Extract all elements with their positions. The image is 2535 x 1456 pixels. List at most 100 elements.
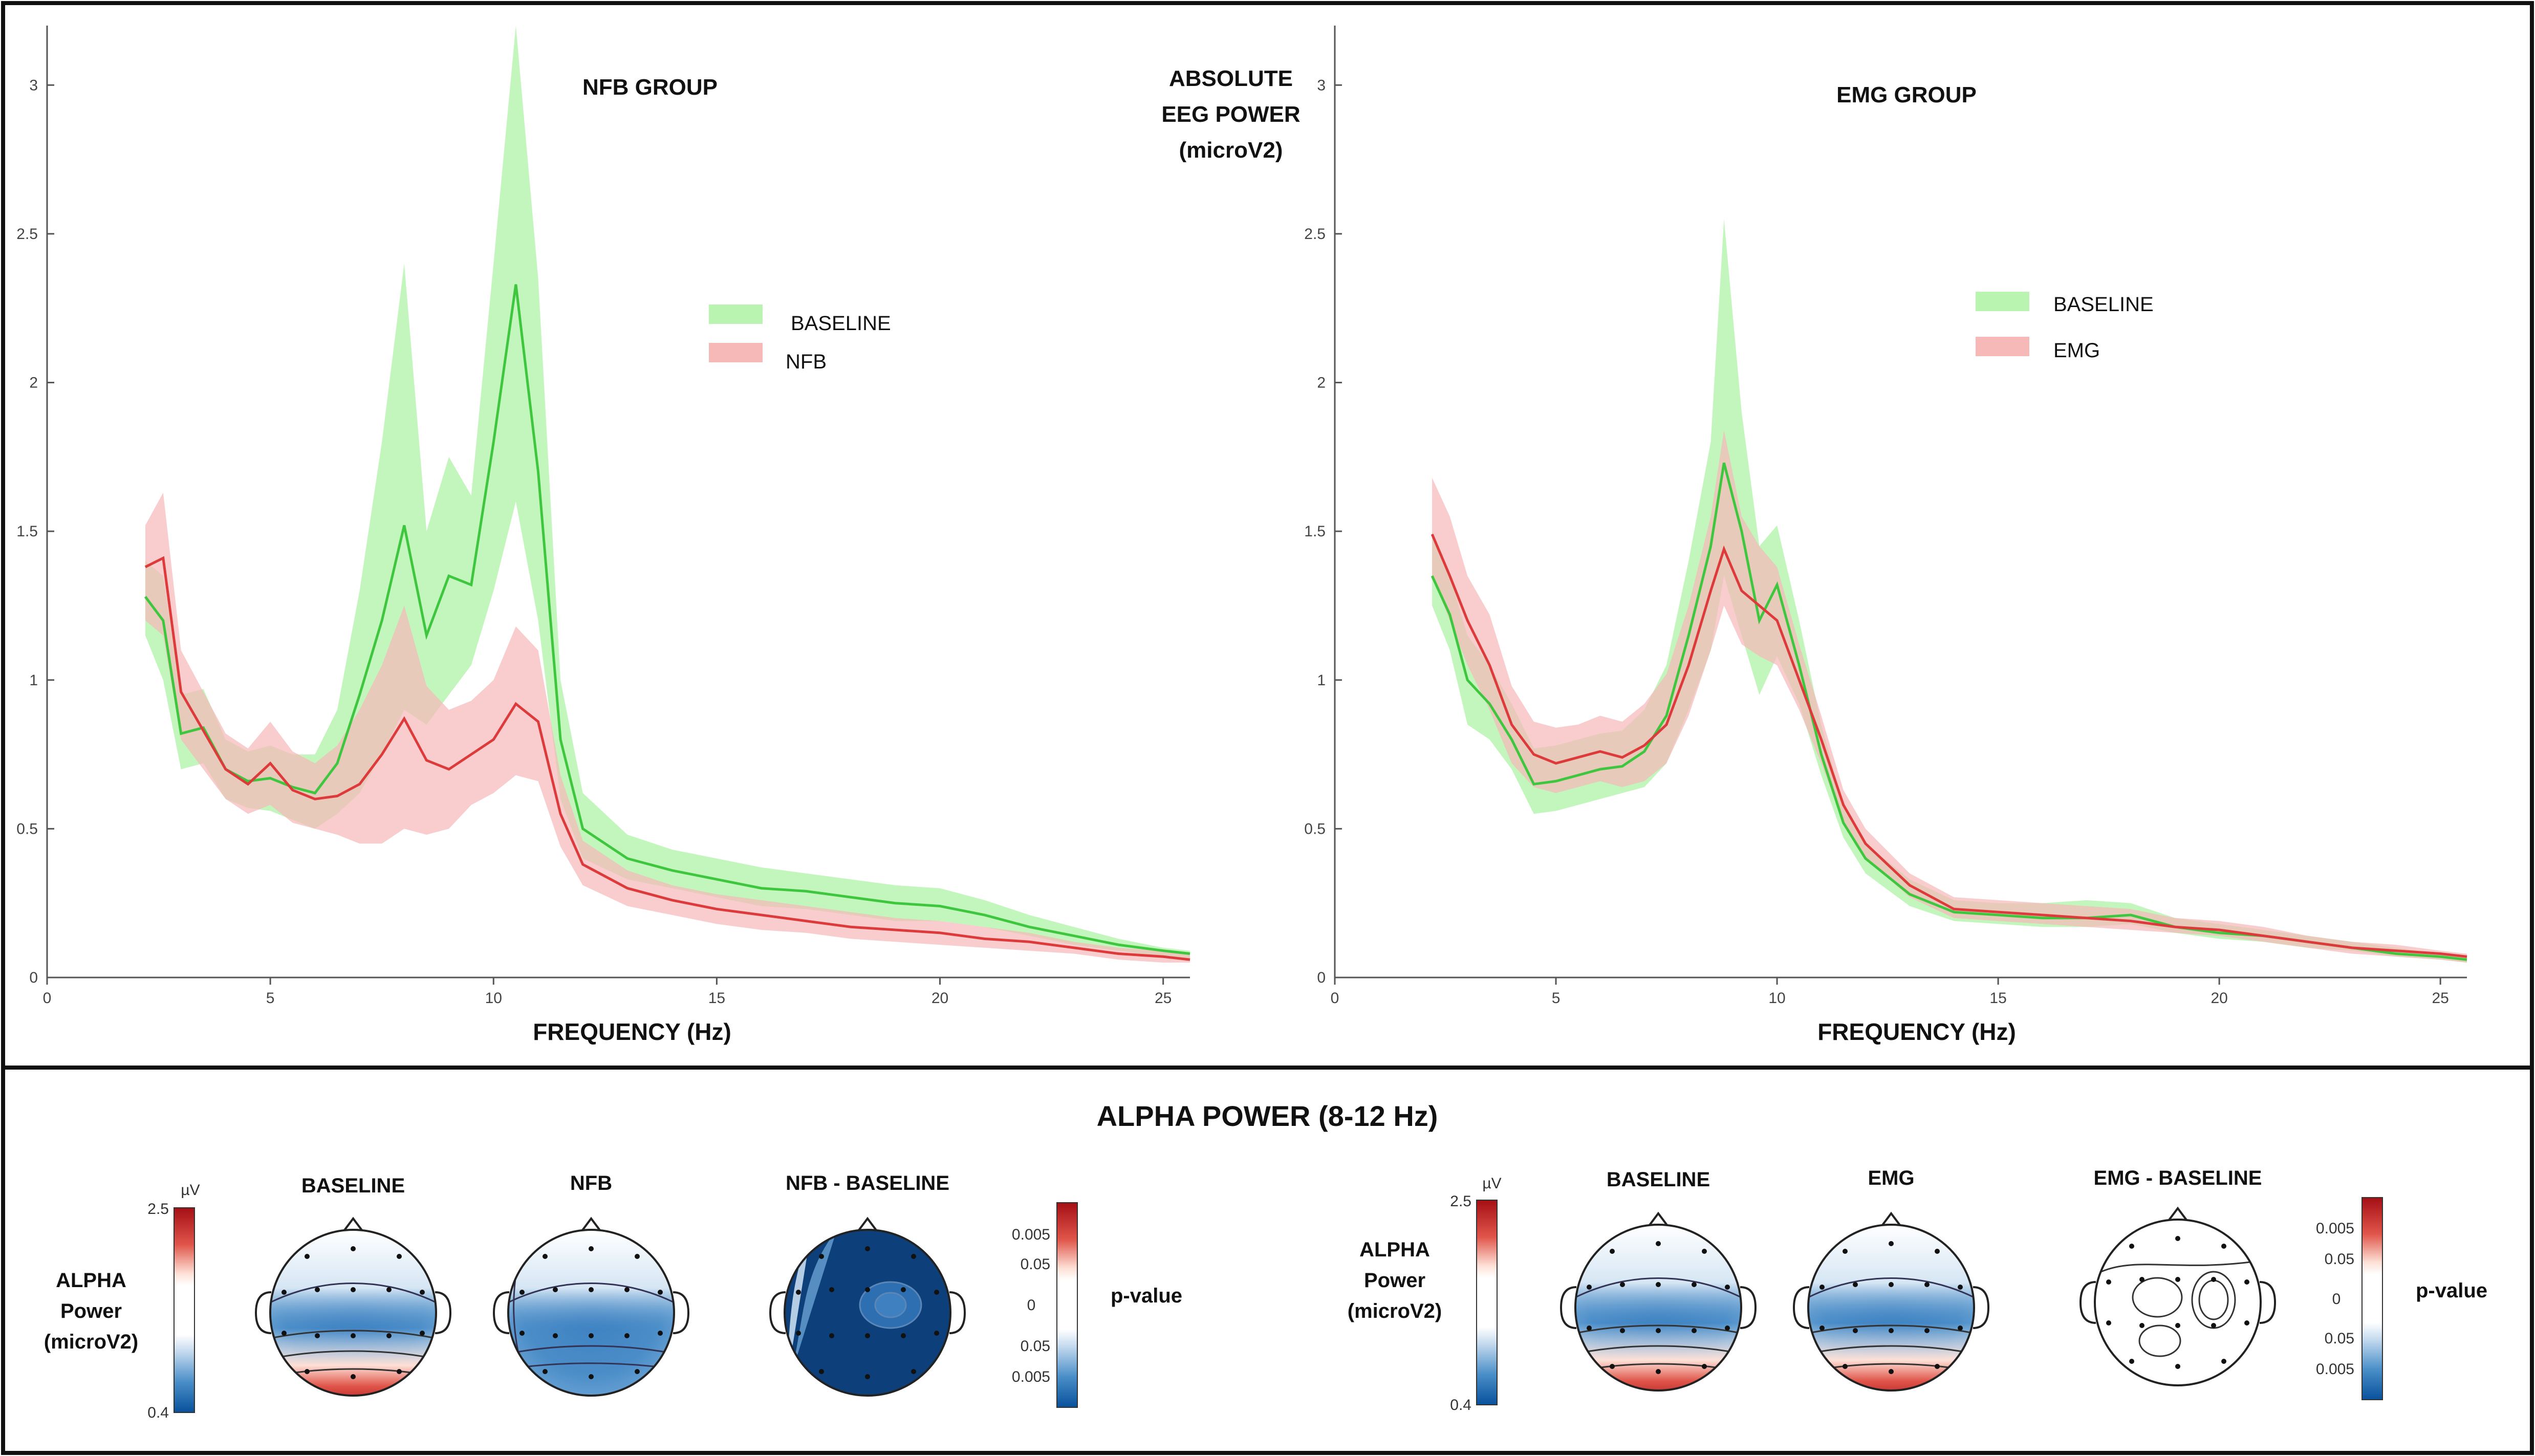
electrode-dot — [1889, 1282, 1894, 1287]
electrode-dot — [589, 1374, 594, 1379]
contour — [1575, 1277, 1741, 1298]
electrode-dot — [2175, 1277, 2180, 1282]
electrode-dot — [351, 1287, 356, 1292]
electrode-dot — [796, 1331, 801, 1336]
contour — [1808, 1345, 1974, 1355]
legend-swatch-emg — [1976, 337, 2029, 356]
head-outline — [507, 1229, 675, 1397]
electrode-dot — [543, 1369, 548, 1374]
electrode-dot — [1853, 1328, 1858, 1333]
electrode-dot — [386, 1333, 392, 1338]
x-tick-label: 10 — [1768, 990, 1785, 1007]
contour-region — [785, 1230, 837, 1396]
electrode-dot — [420, 1331, 425, 1336]
line-nfb — [144, 556, 1190, 961]
ear-right — [1973, 1286, 1990, 1329]
electrode-dot — [351, 1374, 356, 1379]
electrode-dot — [1853, 1282, 1858, 1287]
contour — [1808, 1324, 1974, 1334]
x-tick-label: 20 — [2211, 990, 2227, 1007]
electrode-dot — [2221, 1359, 2226, 1364]
scalp-map — [1575, 1225, 1741, 1390]
nose — [1881, 1211, 1901, 1227]
ear-right — [435, 1291, 452, 1334]
electrode-dot — [819, 1254, 824, 1259]
electrode-dot — [658, 1331, 663, 1336]
nose — [1648, 1211, 1669, 1227]
electrode-dot — [1725, 1285, 1730, 1290]
electrode-dot — [1725, 1325, 1730, 1331]
x-tick-label: 0 — [1331, 990, 1339, 1007]
electrode-dot — [1692, 1328, 1697, 1333]
electrode-dot — [420, 1290, 425, 1295]
x-axis-label: FREQUENCY (Hz) — [1817, 1018, 2016, 1045]
topomap-head-nfb — [492, 1216, 690, 1397]
nose — [581, 1216, 601, 1232]
electrode-dot — [934, 1290, 939, 1295]
electrode-dot — [553, 1333, 558, 1338]
electrode-dot — [819, 1369, 824, 1374]
x-tick-label: 25 — [1155, 990, 1172, 1007]
power-colorbar: µV 2.5 0.4 — [1450, 1175, 1501, 1414]
colorbar-unit: µV — [181, 1182, 200, 1199]
power-label-line-1: ALPHA — [1359, 1238, 1430, 1261]
pvalue-tick-2: 0.05 — [2325, 1251, 2354, 1268]
legend-label-baseline: BASELINE — [2053, 293, 2154, 316]
electrode-dot — [2139, 1277, 2144, 1282]
pvalue-tick-1: 0.005 — [1012, 1226, 1050, 1243]
electrode-dot — [1656, 1328, 1661, 1333]
electrode-dot — [635, 1254, 640, 1259]
topomap-head-baseline — [254, 1216, 452, 1397]
electrodes — [796, 1246, 939, 1379]
electrode-dot — [2106, 1320, 2111, 1325]
power-label-line-3: (microV2) — [44, 1331, 139, 1353]
legend: BASELINE EMG — [1976, 292, 2154, 362]
electrode-dot — [397, 1369, 402, 1374]
y-tick-label: 0.5 — [1304, 820, 1326, 837]
electrode-dot — [934, 1331, 939, 1336]
x-tick-label: 10 — [485, 990, 502, 1007]
electrode-dot — [2175, 1236, 2180, 1241]
electrode-dot — [865, 1333, 870, 1338]
y-tick-label: 1.5 — [1304, 523, 1326, 540]
pvalue-tick-5: 0.005 — [2316, 1361, 2354, 1378]
contour — [270, 1330, 436, 1339]
pvalue-label: p-value — [1111, 1285, 1182, 1307]
scalp-map — [270, 1230, 436, 1396]
nose — [2168, 1206, 2188, 1222]
electrode-dot — [1819, 1285, 1825, 1290]
head-outline — [1574, 1224, 1742, 1392]
legend-swatch-baseline — [709, 305, 763, 324]
y-title-line-1: ABSOLUTE — [1169, 66, 1293, 91]
ear-left — [1559, 1286, 1577, 1329]
ear-left — [492, 1291, 510, 1334]
electrode-dot — [796, 1290, 801, 1295]
y-tick-label: 2 — [29, 375, 38, 392]
y-tick-label: 0 — [29, 969, 38, 986]
y-tick-label: 2.5 — [16, 226, 38, 243]
chart-title: EMG GROUP — [1836, 82, 1977, 107]
electrode-dot — [519, 1331, 525, 1336]
y-tick-label: 2 — [1317, 375, 1326, 392]
contour — [270, 1283, 436, 1303]
electrode-dot — [911, 1369, 916, 1374]
x-tick-label: 5 — [266, 990, 275, 1007]
ear-left — [254, 1291, 272, 1334]
pvalue-colorbar: 0.005 0.05 0 0.05 0.005 p-value — [1012, 1202, 1182, 1408]
electrode-dot — [2221, 1244, 2226, 1249]
electrode-dot — [2211, 1323, 2216, 1328]
y-tick-label: 0 — [1317, 969, 1326, 986]
ear-right — [949, 1291, 966, 1334]
electrode-dot — [315, 1333, 320, 1338]
scalp-map — [2095, 1220, 2261, 1385]
electrode-dot — [305, 1254, 310, 1259]
electrode-dot — [351, 1333, 356, 1338]
electrode-dot — [1924, 1282, 1930, 1287]
electrode-dot — [305, 1369, 310, 1374]
colorbar-min: 0.4 — [147, 1404, 169, 1421]
electrodes — [281, 1246, 425, 1379]
electrode-dot — [1843, 1364, 1848, 1369]
electrode-dot — [2175, 1323, 2180, 1328]
x-axis-label: FREQUENCY (Hz) — [533, 1018, 731, 1045]
